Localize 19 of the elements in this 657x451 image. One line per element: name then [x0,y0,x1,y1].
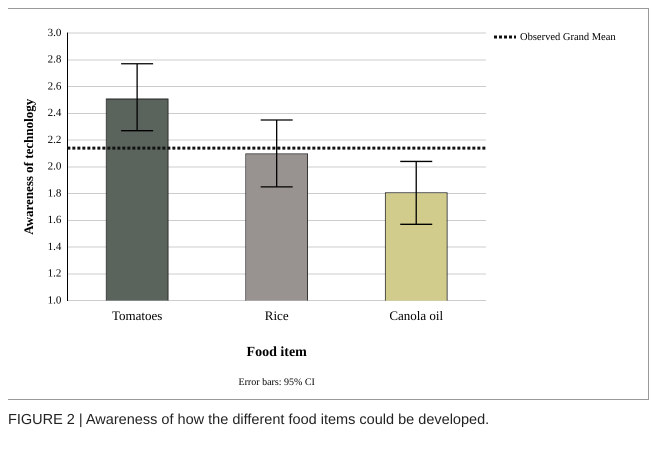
caption: FIGURE 2 | Awareness of how the different food items could be developed. [8,412,490,428]
y-tick-label: 1.8 [48,187,62,200]
y-tick-label: 2.0 [48,160,62,173]
y-tick-label: 1.2 [48,268,62,280]
y-tick-label: 1.4 [48,240,62,253]
y-tick-label: 2.6 [48,80,62,92]
x-tick-label: Rice [264,308,289,323]
y-tick-label: 2.2 [48,134,62,146]
y-tick-label: 2.4 [48,107,62,120]
x-tick-label: Canola oil [389,308,444,323]
text: Error bars: 95% CI [238,377,315,388]
y-tick-label: 1.6 [48,214,62,226]
y-tick-label: 3.0 [48,26,62,39]
x-tick-label: Tomatoes [112,308,162,323]
legend-label: Observed Grand Mean [520,32,616,43]
y-tick-label: 2.8 [48,54,62,66]
x-axis-title: Food item [246,345,308,360]
y-axis-title: Awareness of technology [21,98,36,235]
y-tick-label: 1.0 [48,294,62,306]
